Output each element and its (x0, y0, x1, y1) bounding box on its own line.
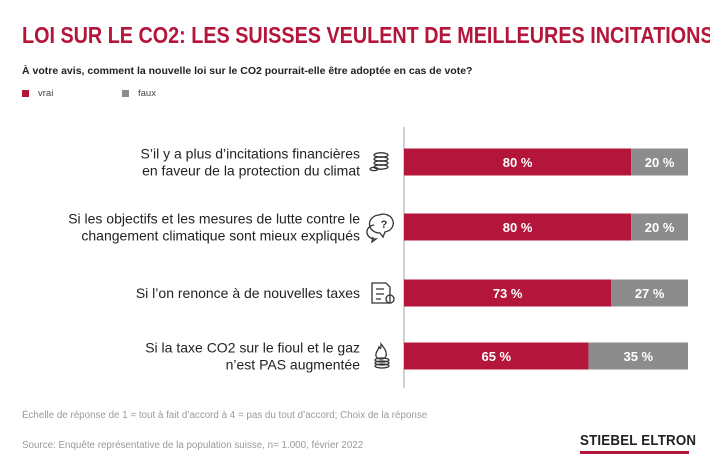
category-label-0-line-1: en faveur de la protection du climat (142, 163, 360, 179)
brand-logo-underline (580, 451, 689, 454)
data-label-faux-2: 27 % (635, 286, 665, 301)
legend-label-faux: faux (138, 88, 156, 99)
data-label-vrai-1: 80 % (503, 220, 533, 235)
coins-icon (369, 152, 389, 172)
data-label-faux-0: 20 % (645, 155, 675, 170)
category-label-2-line-0: Si l’on renonce à de nouvelles taxes (136, 285, 360, 301)
gas-flame-coins-icon (374, 342, 390, 369)
bar-vrai-0 (404, 148, 632, 176)
data-label-vrai-0: 80 % (503, 155, 533, 170)
legend-item-vrai: vrai (22, 88, 53, 99)
tax-document-icon (371, 282, 395, 304)
data-label-faux-1: 20 % (645, 220, 675, 235)
question-bubbles-icon: ? (366, 213, 394, 244)
legend-swatch-faux (122, 90, 129, 97)
brand-logo: STIEBEL ELTRON (580, 433, 697, 449)
bar-faux-2 (611, 279, 688, 307)
legend-swatch-vrai (22, 90, 29, 97)
category-label-3-line-1: n’est PAS augmentée (226, 357, 361, 373)
data-label-faux-3: 35 % (623, 349, 653, 364)
category-label-3-line-0: Si la taxe CO2 sur le fioul et le gaz (145, 340, 360, 356)
legend-item-faux: faux (122, 88, 156, 99)
category-label-1-line-1: changement climatique sont mieux expliqu… (81, 228, 360, 244)
bar-faux-0 (631, 148, 688, 176)
source-note: Source: Enquête représentative de la pop… (22, 440, 364, 451)
svg-text:?: ? (381, 219, 388, 231)
data-label-vrai-3: 65 % (481, 349, 511, 364)
bar-faux-1 (631, 213, 688, 241)
category-label-1-line-0: Si les objectifs et les mesures de lutte… (68, 211, 360, 227)
chart-title: LOI SUR LE CO2: LES SUISSES VEULENT DE M… (22, 22, 710, 48)
bar-vrai-1 (404, 213, 632, 241)
category-label-0-line-0: S’il y a plus d’incitations financières (141, 146, 360, 162)
footnote: Échelle de réponse de 1 = tout à fait d’… (22, 410, 428, 421)
bar-faux-3 (588, 342, 688, 370)
data-label-vrai-2: 73 % (493, 286, 523, 301)
bar-vrai-3 (404, 342, 589, 370)
legend-label-vrai: vrai (38, 88, 54, 99)
bar-vrai-2 (404, 279, 612, 307)
survey-question: À votre avis, comment la nouvelle loi su… (22, 65, 473, 77)
